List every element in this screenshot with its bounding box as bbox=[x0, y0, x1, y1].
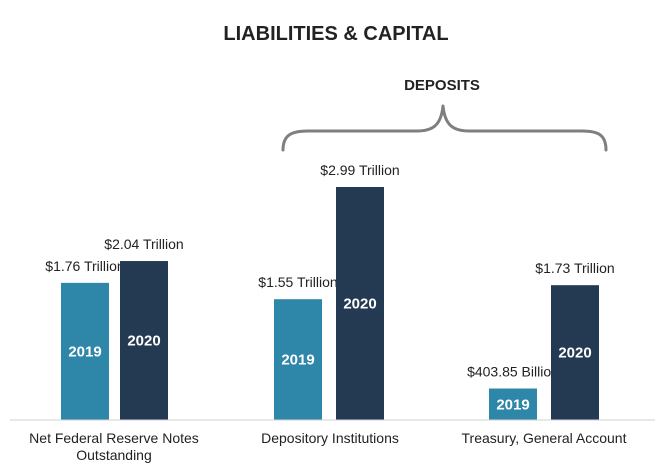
bar-year-label-2019-1: 2019 bbox=[68, 343, 101, 360]
value-label-2019-2: $1.55 Trillion bbox=[258, 274, 337, 290]
bar-2020-1 bbox=[120, 261, 168, 420]
value-label-2020-1: $2.04 Trillion bbox=[104, 236, 183, 252]
category-label-1: Net Federal Reserve Notes Outstanding bbox=[29, 430, 199, 463]
category-label-3: Treasury, General Account bbox=[462, 430, 627, 446]
deposits-label: DEPOSITS bbox=[404, 77, 480, 94]
chart-title: LIABILITIES & CAPITAL bbox=[223, 23, 448, 45]
bars-group: 2019 $1.76 Trillion 2019 $1.55 Trillion 2019… bbox=[45, 162, 615, 420]
bar-2019-3 bbox=[489, 388, 537, 420]
bar-2020-2 bbox=[336, 187, 384, 420]
category-label-2: Depository Institutions bbox=[261, 430, 399, 446]
bar-2020-3 bbox=[551, 285, 599, 420]
bar-year-label-2019-2: 2019 bbox=[281, 352, 314, 369]
category-labels: Net Federal Reserve Notes Outstanding Depo… bbox=[29, 430, 626, 463]
deposits-bracket bbox=[281, 104, 608, 152]
bar-year-label-2020-2: 2020 bbox=[343, 296, 376, 313]
bar-2019-1 bbox=[61, 282, 109, 420]
value-label-2020-2: $2.99 Trillion bbox=[320, 162, 399, 178]
bar-year-label-2019-3: 2019 bbox=[496, 396, 529, 413]
value-label-2019-3: $403.85 Billion bbox=[467, 364, 559, 380]
bar-year-label-2020-1: 2020 bbox=[127, 333, 160, 350]
bar-2019-2 bbox=[274, 299, 322, 420]
value-label-2020-3: $1.73 Trillion bbox=[535, 260, 614, 276]
value-label-2019-1: $1.76 Trillion bbox=[45, 258, 124, 274]
bar-year-label-2020-3: 2020 bbox=[558, 345, 591, 362]
